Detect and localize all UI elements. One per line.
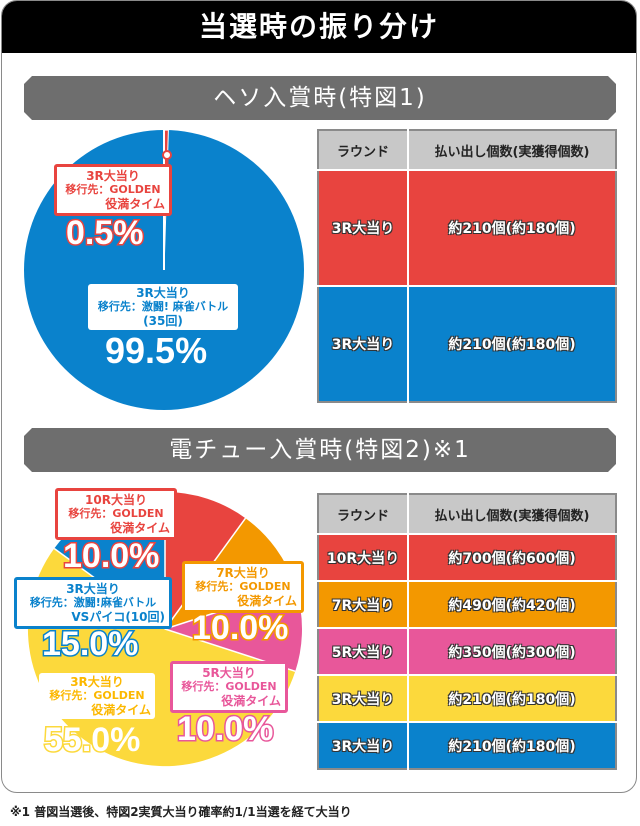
col-header-payout: 払い出し個数(実獲得個数) [408, 130, 616, 170]
col-header-round: ラウンド [318, 130, 409, 170]
cell-round: 3R大当り [318, 285, 409, 402]
label-mode: 役満タイム [110, 521, 170, 535]
label-round: 3R大当り [86, 169, 140, 183]
label-round: 7R大当り [216, 566, 270, 580]
footnote: ※1 普図当選後、特図2実質大当り確率約1/1当選を経て大当り [10, 805, 352, 819]
label-mode: 役満タイム [105, 197, 165, 211]
cell-payout: 約210個(約180個) [408, 674, 616, 722]
table-row: 3R大当り 約210個(約180個) [318, 169, 616, 286]
pie1-pct-battle: 99.5% [105, 330, 208, 371]
label-destination: 移行先：激闘! 麻雀バトル [97, 300, 229, 313]
section2-banner: 電チュー入賞時(特図2)※1 [24, 428, 616, 472]
cell-round: 5R大当り [318, 627, 409, 675]
label-destination: 移行先：激闘!麻雀バトル [29, 596, 157, 609]
col-header-payout: 払い出し個数(実獲得個数) [408, 494, 616, 534]
pie2-pct-10r: 10.0% [61, 537, 160, 575]
label-round: 3R大当り [136, 286, 190, 300]
cell-payout: 約700個(約600個) [408, 533, 616, 581]
cell-round: 3R大当り [318, 674, 409, 722]
label-destination: 移行先：GOLDEN [68, 507, 164, 520]
col-header-round: ラウンド [318, 494, 409, 534]
pie2-pct-5r: 10.0% [175, 710, 274, 748]
distribution-panel: 当選時の振り分け ヘソ入賞時(特図1) 3R大当り 移行先：GOLDEN 役満タ… [1, 0, 637, 793]
label-round: 3R大当り [66, 582, 120, 596]
pie2-pct-3r-golden: 55.0% [42, 721, 141, 759]
cell-round: 3R大当り [318, 721, 409, 769]
section1-banner: ヘソ入賞時(特図1) [24, 76, 616, 120]
label-destination: 移行先：GOLDEN [49, 689, 145, 702]
pie2-label-7r: 7R大当り 移行先：GOLDEN 役満タイム [182, 561, 304, 613]
table-row: 5R大当り 約350個(約300個) [318, 627, 616, 675]
payout-table-heso: ラウンド 払い出し個数(実獲得個数) 3R大当り 約210個(約180個) 3R… [317, 129, 617, 403]
page-title: 当選時の振り分け [2, 1, 636, 53]
label-count: VSパイコ(10回) [71, 610, 165, 624]
label-round: 3R大当り [70, 675, 124, 689]
table-row: 3R大当り 約210個(約180個) [318, 721, 616, 769]
label-round: 10R大当り [85, 493, 147, 507]
cell-payout: 約350個(約300個) [408, 627, 616, 675]
cell-payout: 約210個(約180個) [408, 721, 616, 769]
label-destination: 移行先：GOLDEN [65, 183, 161, 196]
label-mode: 役満タイム [91, 703, 151, 717]
cell-payout: 約210個(約180個) [408, 169, 616, 286]
pie2-pct-battle: 15.0% [40, 625, 139, 663]
payout-table-denchu: ラウンド 払い出し個数(実獲得個数) 10R大当り 約700個(約600個) 7… [317, 493, 617, 770]
label-mode: 役満タイム [221, 694, 281, 708]
pie2-label-3r-golden: 3R大当り 移行先：GOLDEN 役満タイム [39, 673, 155, 719]
cell-round: 10R大当り [318, 533, 409, 581]
pie2-label-battle: 3R大当り 移行先：激闘!麻雀バトル VSパイコ(10回) [14, 577, 172, 629]
label-round: 5R大当り [202, 666, 256, 680]
cell-payout: 約210個(約180個) [408, 285, 616, 402]
label-destination: 移行先：GOLDEN [181, 680, 277, 693]
cell-payout: 約490個(約420個) [408, 580, 616, 628]
pie1-label-golden: 3R大当り 移行先：GOLDEN 役満タイム [54, 164, 172, 216]
cell-round: 3R大当り [318, 169, 409, 286]
pie1-pct-golden: 0.5% [65, 214, 145, 252]
label-count: (35回) [143, 314, 183, 328]
pie1-label-battle: 3R大当り 移行先：激闘! 麻雀バトル (35回) [88, 284, 238, 330]
table-row: 3R大当り 約210個(約180個) [318, 285, 616, 402]
label-destination: 移行先：GOLDEN [195, 580, 291, 593]
table-row: 3R大当り 約210個(約180個) [318, 674, 616, 722]
cell-round: 7R大当り [318, 580, 409, 628]
label-mode: 役満タイム [237, 594, 297, 608]
table-row: 7R大当り 約490個(約420個) [318, 580, 616, 628]
pie2-label-5r: 5R大当り 移行先：GOLDEN 役満タイム [170, 661, 288, 713]
pie2-label-10r: 10R大当り 移行先：GOLDEN 役満タイム [55, 488, 177, 540]
pie2-pct-7r: 10.0% [190, 609, 289, 647]
table-row: 10R大当り 約700個(約600個) [318, 533, 616, 581]
